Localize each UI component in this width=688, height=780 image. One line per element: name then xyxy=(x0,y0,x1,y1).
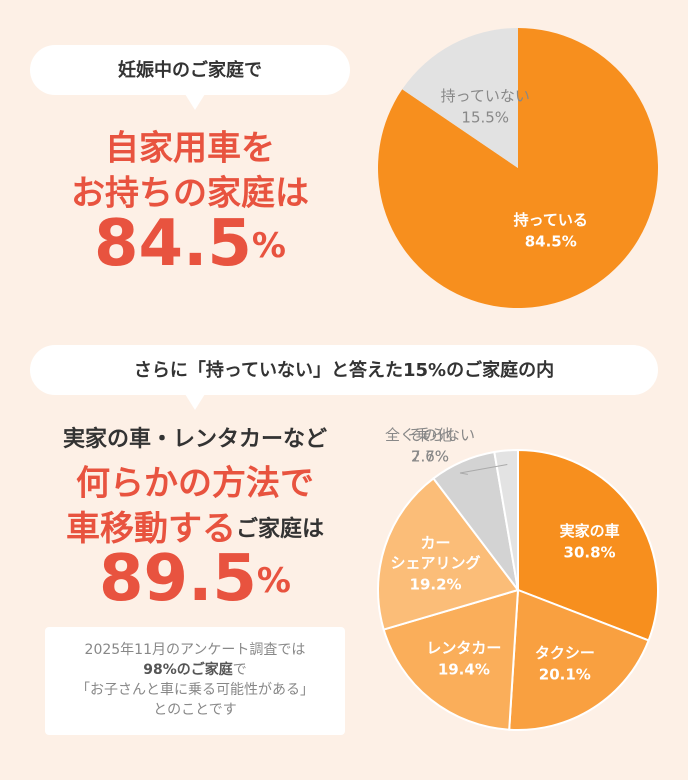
slice-label-line: 持っている xyxy=(514,210,588,228)
slice-label: その他 xyxy=(407,426,452,444)
headline-part: 車移動する xyxy=(66,509,236,549)
slice-label: タクシー xyxy=(535,644,595,662)
figure-unit: % xyxy=(252,226,286,266)
slice-label-line: シェアリング xyxy=(391,553,481,571)
note-bold: 98%のご家庭 xyxy=(143,661,234,678)
pie-slice xyxy=(517,448,659,642)
lead: 実家の車・レンタカーなど xyxy=(63,426,327,452)
note-line: とのことです xyxy=(153,702,236,718)
slice-label: 全く乗らない xyxy=(385,426,475,444)
slice-value: 19.2% xyxy=(410,575,462,593)
slice-label-line: カー xyxy=(421,533,451,551)
leader-line xyxy=(459,463,508,474)
pie-slice xyxy=(493,448,519,591)
pie-slice xyxy=(402,28,518,168)
note-line: 98%のご家庭で xyxy=(143,661,247,678)
headline: 自家用車を xyxy=(105,129,275,169)
note-rest: で xyxy=(233,662,247,678)
note-line: 「お子さんと車に乗る可能性がある」 xyxy=(76,681,314,698)
pie-slice xyxy=(377,477,520,631)
slice-value: 20.1% xyxy=(539,666,591,684)
headline: お持ちの家庭は xyxy=(71,174,309,214)
note-box xyxy=(45,627,345,735)
figure: 89.5% xyxy=(99,542,291,616)
slice-label: 持っている xyxy=(514,210,588,228)
slice-label-line: 実家の車 xyxy=(560,521,620,539)
note-line: 2025年11月のアンケート調査では xyxy=(85,642,306,658)
slice-label-line: タクシー xyxy=(535,644,595,662)
slice-label-line: 全く乗らない xyxy=(385,426,475,444)
slice-value: 2.7% xyxy=(411,448,449,466)
pie-slice xyxy=(382,588,520,731)
slice-value: 7.6% xyxy=(411,448,449,466)
headline-tail: ご家庭は xyxy=(236,516,324,542)
slice-label-line: 持っていない xyxy=(441,87,530,105)
speech-bubble xyxy=(30,45,350,110)
figure-unit: % xyxy=(257,561,291,601)
slice-label: 持っていない xyxy=(441,87,530,105)
figure-number: 84.5 xyxy=(94,207,252,281)
slice-label: レンタカー xyxy=(426,638,501,656)
slice-value: 84.5% xyxy=(525,232,577,250)
bubble-text: さらに「持っていない」と答えた15%のご家庭の内 xyxy=(134,359,554,381)
slice-label: 実家の車 xyxy=(560,521,620,539)
headline: 何らかの方法で xyxy=(76,464,314,504)
slice-label-line: レンタカー xyxy=(426,638,501,656)
slice-value: 30.8% xyxy=(564,543,616,561)
slice-value: 15.5% xyxy=(461,109,509,127)
slice-label-line: その他 xyxy=(407,426,452,444)
slice-label: カーシェアリング xyxy=(391,533,481,571)
speech-bubble xyxy=(30,345,658,410)
figure-number: 89.5 xyxy=(99,542,257,616)
headline: 車移動するご家庭は xyxy=(66,509,324,549)
bubble-text: 妊娠中のご家庭で xyxy=(118,59,262,81)
pie-slice xyxy=(508,588,650,731)
slice-value: 19.4% xyxy=(438,660,490,678)
figure: 84.5% xyxy=(94,207,286,281)
